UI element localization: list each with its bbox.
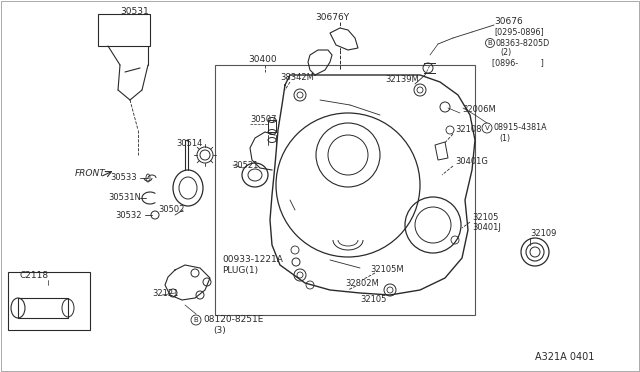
Text: 30401J: 30401J [472, 224, 501, 232]
Text: (3): (3) [213, 326, 226, 334]
Text: B: B [488, 40, 492, 46]
Bar [8, 272, 90, 330]
Text: 32108: 32108 [455, 125, 481, 135]
Polygon shape [330, 28, 358, 50]
Text: PLUG(1): PLUG(1) [222, 266, 258, 275]
Text: 32105M: 32105M [370, 266, 404, 275]
Text: 30676Y: 30676Y [315, 13, 349, 22]
Text: B: B [194, 317, 198, 323]
Text: 30521: 30521 [232, 160, 259, 170]
Text: 30514: 30514 [176, 138, 202, 148]
Polygon shape [435, 142, 448, 160]
Text: [0896-         ]: [0896- ] [492, 58, 544, 67]
Text: FRONT: FRONT [75, 170, 106, 179]
Text: 30531N: 30531N [108, 193, 141, 202]
Bar [215, 65, 475, 315]
Text: [0295-0896]: [0295-0896] [494, 28, 544, 36]
Text: 30400: 30400 [248, 55, 276, 64]
Text: 32121: 32121 [152, 289, 179, 298]
Text: 30502: 30502 [158, 205, 184, 215]
Text: 38342M: 38342M [280, 74, 314, 83]
Text: 32105: 32105 [472, 214, 499, 222]
Text: V: V [484, 125, 490, 131]
Text: C2118: C2118 [20, 272, 49, 280]
Text: A321A 0401: A321A 0401 [535, 352, 595, 362]
Text: 08915-4381A: 08915-4381A [494, 124, 548, 132]
Text: 30533: 30533 [110, 173, 136, 182]
Text: 30676: 30676 [494, 17, 523, 26]
Text: 32006M: 32006M [462, 106, 496, 115]
Text: 08120-8251E: 08120-8251E [203, 315, 264, 324]
Text: 32139M: 32139M [385, 76, 419, 84]
Text: 30531: 30531 [120, 6, 148, 16]
Text: 30507: 30507 [250, 115, 276, 125]
Text: 32105: 32105 [360, 295, 387, 305]
Text: 30532: 30532 [115, 211, 141, 219]
Bar [18, 298, 68, 318]
Bar [268, 120, 276, 132]
Bar [98, 14, 150, 46]
Text: 32802M: 32802M [345, 279, 379, 288]
Text: 32109: 32109 [530, 228, 556, 237]
Text: (2): (2) [500, 48, 511, 58]
Text: 00933-1221A: 00933-1221A [222, 256, 283, 264]
Text: 30401G: 30401G [455, 157, 488, 167]
Text: 08363-8205D: 08363-8205D [496, 38, 550, 48]
Text: (1): (1) [499, 134, 510, 142]
